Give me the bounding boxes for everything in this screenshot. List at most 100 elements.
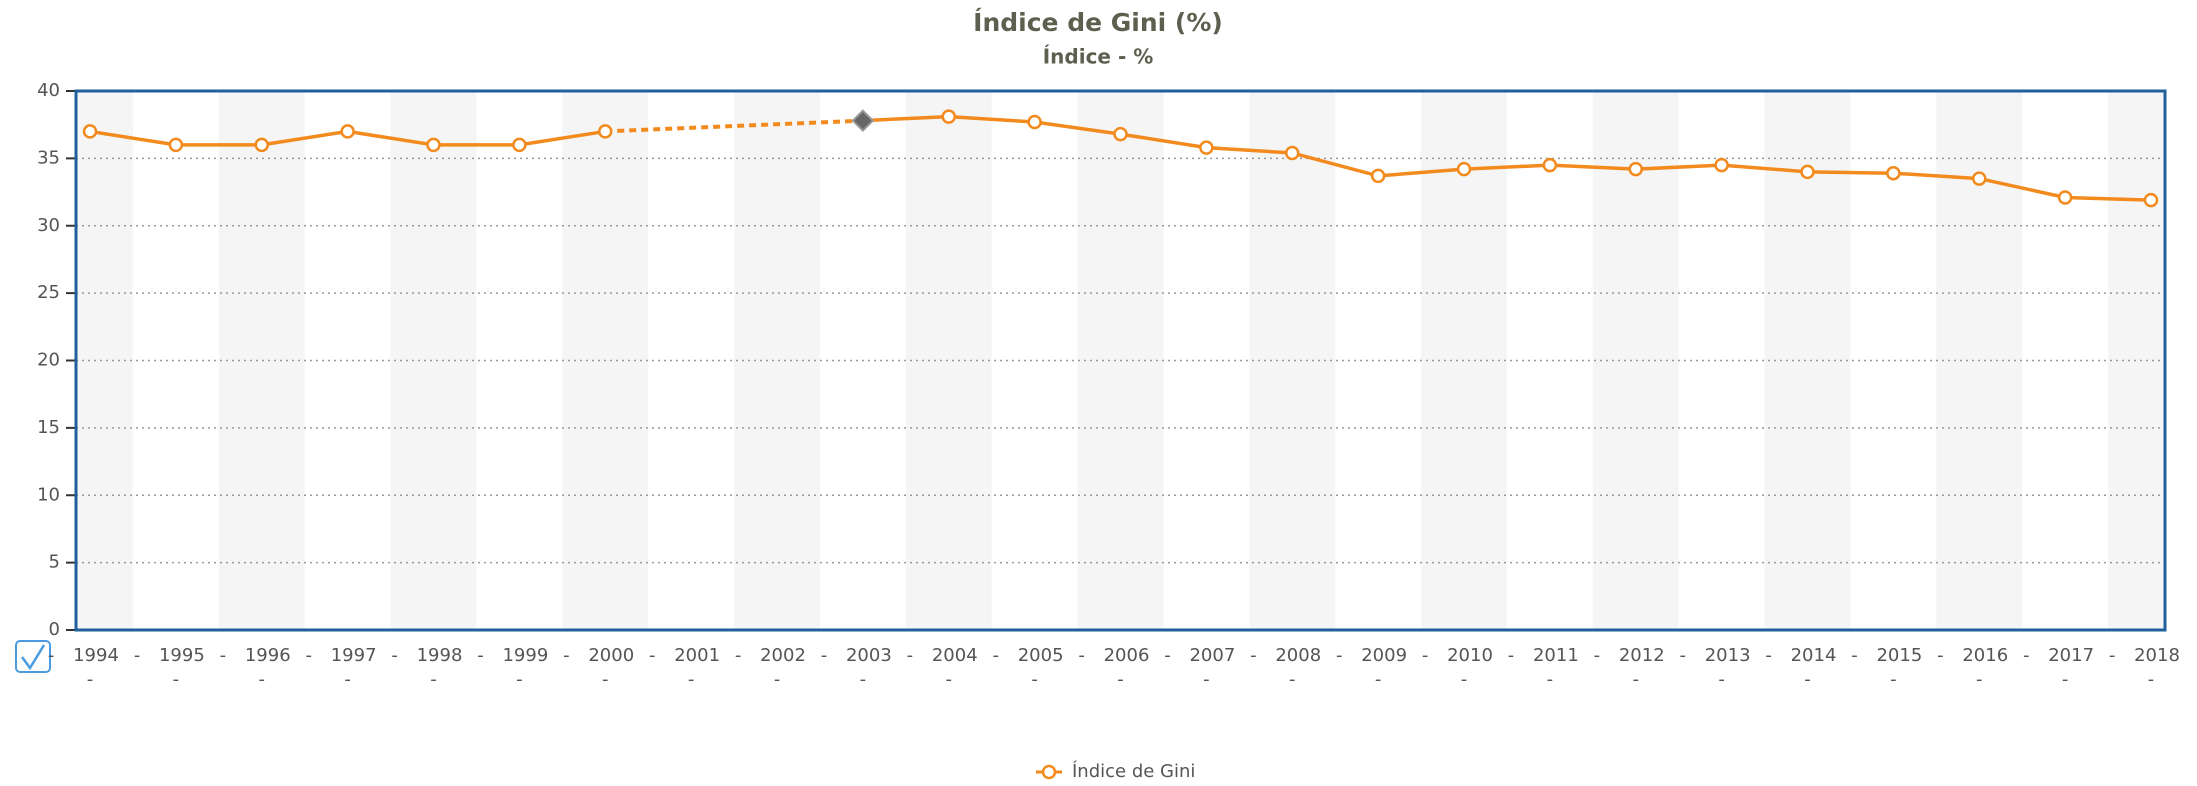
x-tick-dash: - [1851,645,1858,666]
x-tick-dash: - [821,645,828,666]
y-tick-label: 20 [37,350,60,371]
x-tick-dash: - [344,669,351,690]
x-tick-dash: - [1718,669,1725,690]
x-tick-dash: - [134,645,141,666]
x-tick-dash: - [1117,669,1124,690]
x-tick-dash: - [602,669,609,690]
x-tick-label: 2008 [1275,645,1321,666]
x-tick-dash: - [860,669,867,690]
x-tick-dash: - [1976,669,1983,690]
x-tick-dash: - [516,669,523,690]
x-tick-dash: - [774,669,781,690]
x-tick-dash: - [2148,669,2155,690]
x-tick-dash: - [87,669,94,690]
point [254,137,269,153]
x-tick-label: 2018 [2134,645,2180,666]
x-tick-dash: - [1250,645,1257,666]
plot-border [74,89,2167,632]
x-tick-dash: - [2109,645,2116,666]
x-tick-label: 2007 [1189,645,1235,666]
band [76,91,133,630]
line [862,114,2152,202]
y-tick-label: 10 [37,484,60,505]
x-tick-label: 2001 [674,645,720,666]
x-tick-dash: - [907,645,914,666]
point [1199,140,1214,155]
x-tick-dash: - [1804,669,1811,690]
x-tick-label: 2004 [932,645,978,666]
point [1113,126,1128,142]
x-tick-dash: - [259,669,266,690]
x-tick-dash: - [391,645,398,666]
x-tick-dash: - [688,669,695,690]
point [1714,157,1729,173]
band [734,91,820,630]
chart-title: Índice de Gini (%) [973,8,1223,37]
chart-subtitle: Índice - % [1043,45,1154,69]
y-tick-label: 40 [37,80,60,101]
x-tick-dash: - [649,645,656,666]
x-tick-dash: - [430,669,437,690]
point [941,109,956,124]
point [1972,171,1987,186]
x-tick-dash: - [477,645,484,666]
legend-marker [1041,764,1057,780]
x-tick-label: 2002 [760,645,806,666]
checkbox-tick[interactable] [20,644,46,671]
x-tick-dash: - [305,645,312,666]
x-tick-label: 1996 [245,645,291,666]
point [1800,164,1815,180]
x-tick-dash: - [1289,669,1296,690]
x-tick-dash: - [992,645,999,666]
x-tick-dash: - [1594,645,1601,666]
x-tick-dash: - [1203,669,1210,690]
x-tick-label: 1995 [159,645,205,666]
x-tick-dash: - [1336,645,1343,666]
x-tick-label: 2010 [1447,645,1493,666]
point [1456,161,1472,177]
x-tick-dash: - [1375,669,1382,690]
y-tick-label: 15 [37,417,60,438]
x-tick-dash: - [1890,669,1897,690]
band [218,91,305,630]
x-tick-dash: - [1164,645,1171,666]
x-tick-dash: - [1078,645,1085,666]
point [1285,145,1300,161]
x-tick-dash: - [2062,669,2069,690]
x-tick-dash: - [173,669,180,690]
point [82,124,98,139]
x-tick-label: 1997 [331,645,377,666]
x-tick-dash: - [735,645,742,666]
x-tick-label: 2015 [1876,645,1922,666]
x-tick-label: 1998 [417,645,463,666]
x-tick-dash: - [1422,645,1429,666]
x-tick-dash: - [1547,669,1554,690]
point [1628,161,1643,177]
point [426,137,441,153]
y-tick-label: 25 [37,282,60,303]
point [168,137,184,153]
band [905,91,992,630]
x-tick-label: 2012 [1619,645,1665,666]
band [1249,91,1336,630]
checkbox[interactable] [15,640,51,673]
y-tick-label: 0 [49,619,60,640]
x-tick-label: 2013 [1705,645,1751,666]
point [512,137,527,153]
x-tick-label: 2006 [1104,645,1150,666]
y-tick-label: 30 [37,215,60,236]
y-tick-label: 5 [49,552,60,573]
legend-label: Índice de Gini [1072,760,1195,782]
x-tick-dash: - [1633,669,1640,690]
point-highlight [851,109,875,133]
band [1764,91,1851,630]
x-tick-dash: - [220,645,227,666]
band [390,91,477,630]
point [598,124,613,139]
gap-bridge [605,118,863,134]
point [1370,168,1386,184]
x-tick-dash: - [1508,645,1515,666]
point [1886,165,1901,181]
